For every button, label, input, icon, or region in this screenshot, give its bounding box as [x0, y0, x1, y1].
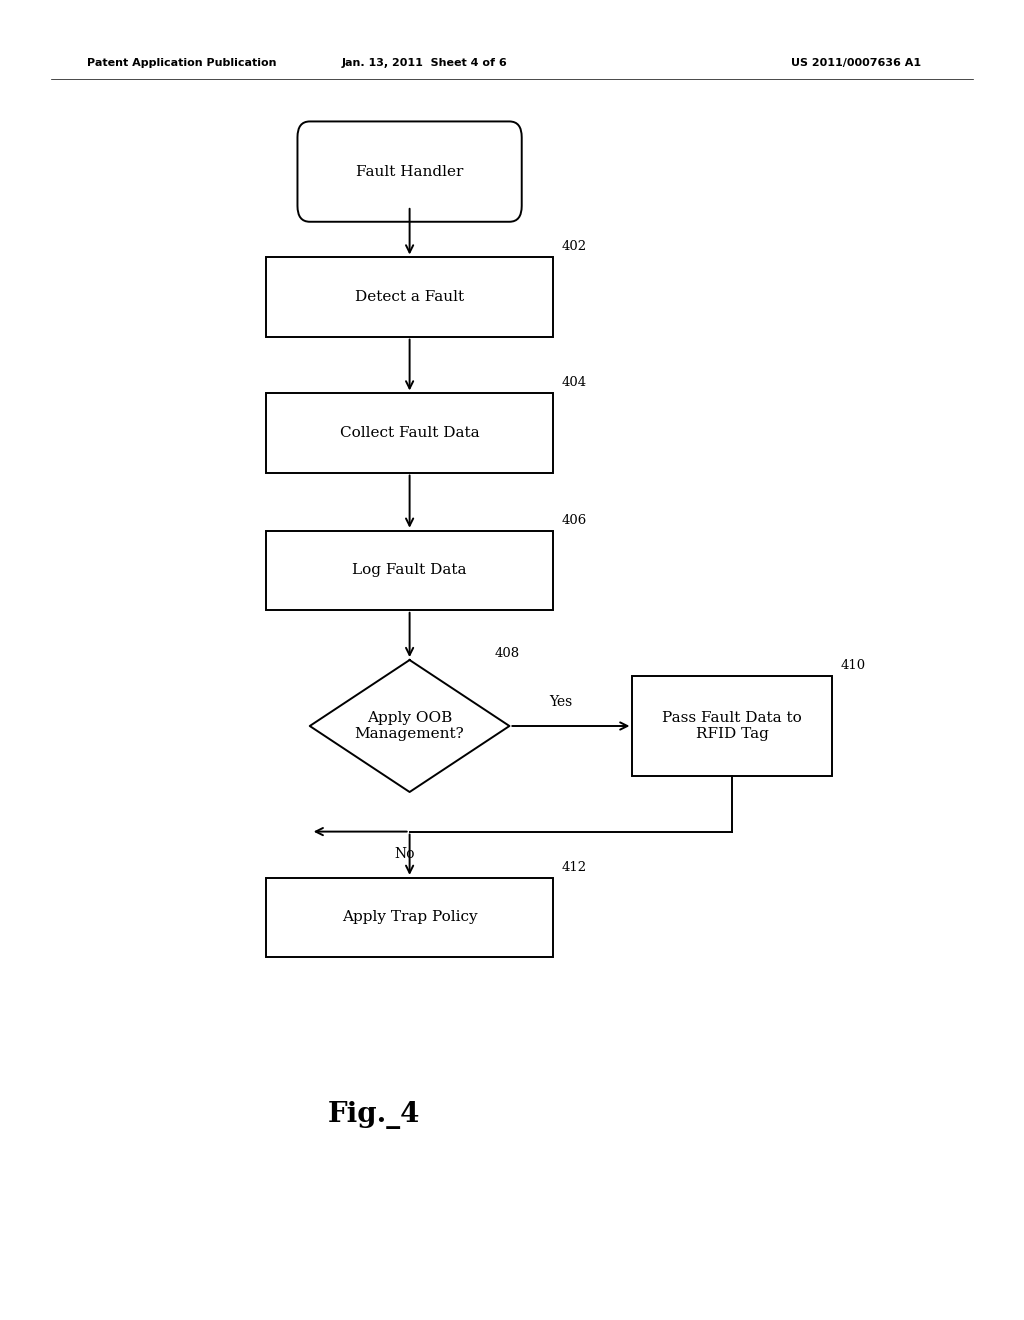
- Text: 412: 412: [561, 861, 587, 874]
- Text: 408: 408: [495, 647, 519, 660]
- Text: Apply Trap Policy: Apply Trap Policy: [342, 911, 477, 924]
- Text: Fault Handler: Fault Handler: [356, 165, 463, 178]
- Text: 404: 404: [561, 376, 587, 389]
- FancyBboxPatch shape: [266, 878, 553, 957]
- Text: Fig._4: Fig._4: [328, 1101, 420, 1130]
- Text: Collect Fault Data: Collect Fault Data: [340, 426, 479, 440]
- Polygon shape: [309, 660, 510, 792]
- Text: 410: 410: [840, 660, 865, 672]
- Text: US 2011/0007636 A1: US 2011/0007636 A1: [792, 58, 922, 69]
- Text: Pass Fault Data to
RFID Tag: Pass Fault Data to RFID Tag: [663, 711, 802, 741]
- FancyBboxPatch shape: [297, 121, 521, 222]
- Text: Log Fault Data: Log Fault Data: [352, 564, 467, 577]
- FancyBboxPatch shape: [266, 531, 553, 610]
- Text: Apply OOB
Management?: Apply OOB Management?: [354, 711, 465, 741]
- FancyBboxPatch shape: [266, 393, 553, 473]
- Text: 402: 402: [561, 240, 587, 253]
- Text: Yes: Yes: [549, 694, 572, 709]
- Text: 406: 406: [561, 513, 587, 527]
- FancyBboxPatch shape: [632, 676, 831, 776]
- Text: Jan. 13, 2011  Sheet 4 of 6: Jan. 13, 2011 Sheet 4 of 6: [342, 58, 508, 69]
- Text: Patent Application Publication: Patent Application Publication: [87, 58, 276, 69]
- Text: No: No: [394, 847, 415, 862]
- Text: Detect a Fault: Detect a Fault: [355, 290, 464, 304]
- FancyBboxPatch shape: [266, 257, 553, 337]
